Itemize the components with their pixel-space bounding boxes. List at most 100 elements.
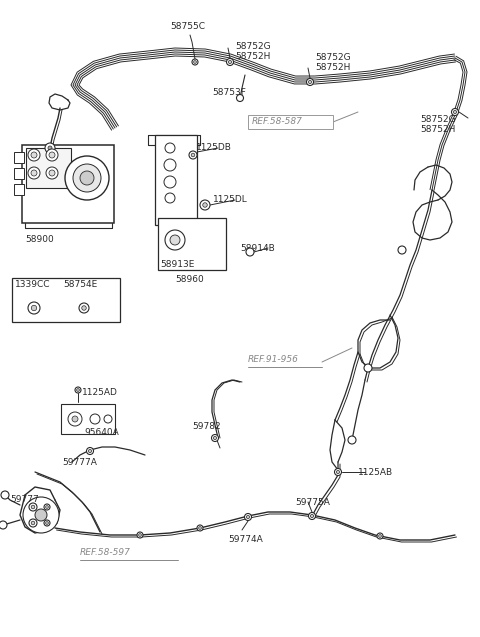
Circle shape	[48, 146, 52, 150]
Text: 59777: 59777	[10, 495, 39, 504]
Circle shape	[212, 434, 218, 441]
Text: REF.58-597: REF.58-597	[80, 548, 131, 557]
Bar	[158, 218, 226, 270]
Circle shape	[191, 154, 195, 157]
Circle shape	[214, 436, 216, 440]
Circle shape	[244, 513, 252, 520]
Text: 58752H: 58752H	[235, 52, 270, 61]
Circle shape	[377, 533, 383, 539]
Circle shape	[164, 176, 176, 188]
Circle shape	[379, 534, 381, 538]
Bar	[14, 152, 24, 163]
FancyBboxPatch shape	[248, 115, 333, 129]
Circle shape	[75, 387, 81, 393]
Circle shape	[335, 468, 341, 475]
Text: 1125AD: 1125AD	[82, 388, 118, 397]
Circle shape	[348, 436, 356, 444]
Text: 58755C: 58755C	[170, 22, 205, 31]
Circle shape	[104, 415, 112, 423]
Text: 1125AB: 1125AB	[358, 468, 393, 477]
Circle shape	[82, 306, 86, 310]
Circle shape	[31, 305, 36, 311]
Circle shape	[72, 416, 78, 422]
Text: 1125DB: 1125DB	[196, 143, 232, 152]
Text: 58900: 58900	[25, 235, 54, 244]
Circle shape	[199, 527, 201, 529]
Circle shape	[31, 152, 37, 158]
Circle shape	[237, 94, 243, 101]
Circle shape	[137, 532, 143, 538]
Circle shape	[193, 61, 196, 63]
Text: 58913E: 58913E	[160, 260, 194, 269]
Circle shape	[31, 521, 35, 525]
Circle shape	[45, 143, 55, 153]
Circle shape	[31, 505, 35, 509]
Circle shape	[77, 389, 79, 391]
Circle shape	[364, 364, 372, 372]
Bar	[14, 168, 24, 179]
Text: 58914B: 58914B	[240, 244, 275, 253]
Circle shape	[65, 156, 109, 200]
Circle shape	[189, 151, 197, 159]
Circle shape	[309, 513, 315, 520]
Text: 1339CC: 1339CC	[15, 280, 50, 289]
Circle shape	[246, 248, 254, 256]
Circle shape	[227, 59, 233, 66]
Circle shape	[29, 503, 37, 511]
Text: 58960: 58960	[175, 275, 204, 284]
Circle shape	[0, 521, 7, 529]
Text: REF.58-587: REF.58-587	[252, 117, 303, 126]
Circle shape	[1, 491, 9, 499]
FancyBboxPatch shape	[61, 404, 115, 434]
Circle shape	[398, 246, 406, 254]
Circle shape	[46, 149, 58, 161]
Circle shape	[309, 80, 312, 83]
Circle shape	[46, 167, 58, 179]
Circle shape	[28, 167, 40, 179]
Circle shape	[28, 149, 40, 161]
Bar	[26, 148, 71, 188]
Circle shape	[307, 78, 313, 85]
Text: 58753F: 58753F	[212, 88, 246, 97]
Circle shape	[311, 515, 313, 518]
Text: 59782: 59782	[192, 422, 221, 431]
Text: 58752G: 58752G	[420, 115, 456, 124]
Circle shape	[49, 152, 55, 158]
Circle shape	[139, 534, 141, 536]
Circle shape	[68, 412, 82, 426]
Circle shape	[73, 164, 101, 192]
Circle shape	[46, 506, 48, 508]
Circle shape	[228, 61, 231, 64]
Circle shape	[165, 193, 175, 203]
Circle shape	[79, 303, 89, 313]
Circle shape	[164, 159, 176, 171]
Circle shape	[192, 59, 198, 65]
Text: 58752G: 58752G	[235, 42, 271, 51]
Circle shape	[165, 143, 175, 153]
Circle shape	[44, 504, 50, 510]
Text: REF.91-956: REF.91-956	[248, 355, 299, 364]
Bar	[22, 145, 114, 223]
Text: 58752G: 58752G	[315, 53, 350, 62]
Text: 59777A: 59777A	[62, 458, 97, 467]
Circle shape	[80, 171, 94, 185]
Circle shape	[90, 414, 100, 424]
Text: 58752H: 58752H	[420, 125, 456, 134]
Text: 1125DL: 1125DL	[213, 195, 248, 204]
Circle shape	[336, 471, 339, 473]
Circle shape	[29, 519, 37, 527]
Bar	[12, 278, 120, 322]
Text: 58752H: 58752H	[315, 63, 350, 72]
Text: 58754E: 58754E	[63, 280, 97, 289]
Circle shape	[197, 525, 203, 531]
Circle shape	[31, 170, 37, 176]
Circle shape	[86, 448, 94, 455]
Text: 95640A: 95640A	[84, 428, 119, 437]
Bar	[155, 135, 197, 225]
Circle shape	[200, 200, 210, 210]
Circle shape	[246, 515, 250, 519]
Circle shape	[454, 110, 456, 113]
Circle shape	[203, 203, 207, 207]
Circle shape	[35, 509, 47, 521]
Circle shape	[170, 235, 180, 245]
